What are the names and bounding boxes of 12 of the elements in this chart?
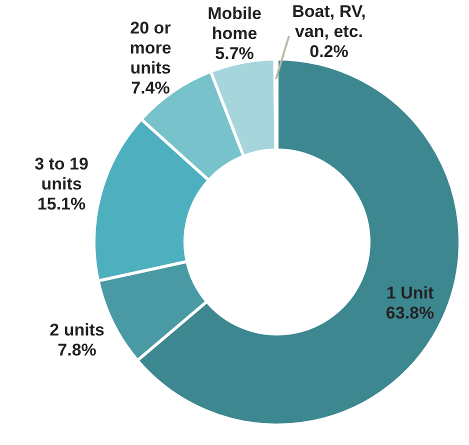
- data-label: 7.4%: [131, 78, 170, 98]
- data-label: 15.1%: [37, 194, 86, 214]
- slice-label: 3 to 19 units: [34, 154, 88, 194]
- slice-label: 2 units: [50, 320, 104, 340]
- slice-label: 20 or more units: [130, 18, 172, 78]
- slice-label: Mobile home: [208, 4, 262, 43]
- data-label: 0.2%: [310, 42, 348, 61]
- slice-label: 1 Unit: [386, 284, 434, 303]
- data-label: 5.7%: [215, 44, 254, 63]
- data-label: 7.8%: [58, 340, 96, 360]
- data-label: 63.8%: [386, 304, 434, 323]
- slice-label: Boat, RV, van, etc.: [292, 2, 366, 41]
